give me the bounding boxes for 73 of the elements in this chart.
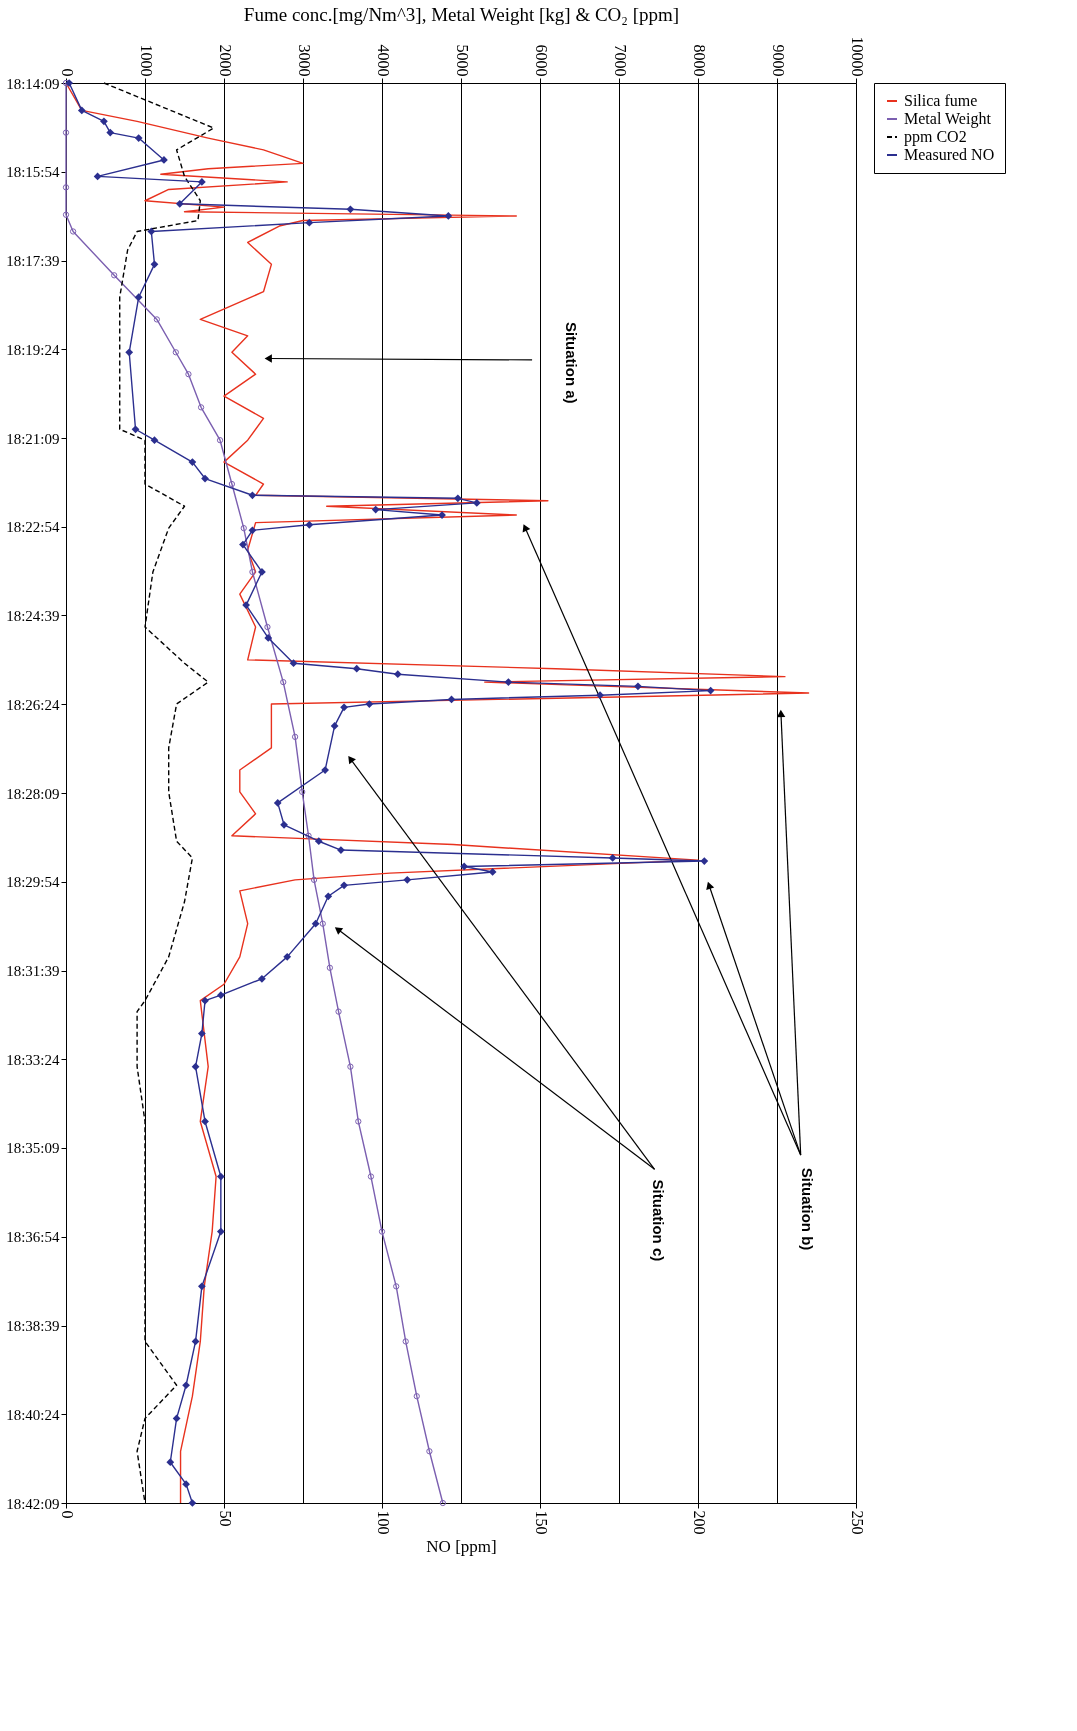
point	[69, 228, 77, 235]
point	[228, 480, 236, 488]
x2-tick-label: 0	[58, 68, 76, 77]
point	[305, 832, 312, 839]
x-tick-label: 150	[532, 1510, 550, 1535]
point	[172, 349, 179, 356]
point	[280, 678, 287, 686]
point	[111, 272, 118, 279]
legend-label: Silica fume	[904, 92, 978, 109]
point	[319, 920, 326, 927]
x2-tick-label: 7000	[611, 44, 629, 77]
point	[413, 1393, 420, 1400]
x-axis-title: NO [ppm]	[426, 1536, 497, 1556]
x-tick-label: 0	[58, 1510, 76, 1519]
point	[153, 316, 160, 323]
point	[240, 525, 247, 532]
y-tick-label: 18:31:39	[6, 963, 60, 980]
x2-tick-label: 10000	[848, 36, 866, 77]
point	[347, 1063, 354, 1070]
y-tick-label: 18:42:09	[6, 1495, 60, 1512]
point	[249, 568, 256, 576]
x-tick-label: 200	[690, 1510, 708, 1535]
annotation: Situation c)	[649, 1179, 667, 1262]
x-tick-label: 50	[216, 1510, 234, 1527]
x2-tick-label: 8000	[690, 44, 708, 77]
y-tick-label: 18:38:39	[6, 1318, 60, 1335]
y-tick-label: 18:28:09	[6, 785, 60, 802]
point	[291, 733, 299, 740]
point	[335, 1008, 342, 1015]
x2-tick-label: 9000	[769, 44, 787, 77]
point	[378, 1228, 386, 1235]
y-tick-label: 18:21:09	[6, 430, 60, 447]
y-tick-label: 18:24:39	[6, 607, 60, 624]
y-tick-label: 18:14:09	[6, 75, 60, 92]
y-tick-label: 18:26:24	[6, 696, 60, 713]
y-tick-label: 18:33:24	[6, 1051, 60, 1068]
y-tick-label: 18:35:09	[6, 1140, 60, 1157]
x-tick-label: 250	[848, 1510, 866, 1535]
point	[62, 129, 70, 136]
y-tick-label: 18:19:24	[6, 341, 60, 358]
point	[310, 876, 318, 884]
point	[426, 1448, 433, 1455]
point	[62, 184, 70, 191]
point	[62, 211, 70, 218]
y-tick-label: 18:17:39	[6, 253, 60, 270]
x2-tick-label: 1000	[137, 44, 155, 77]
legend-label: Measured NO	[904, 146, 995, 163]
x2-axis-title: Fume conc.[mg/Nm^3], Metal Weight [kg] & CO₂ [ppm]	[243, 3, 680, 25]
point	[185, 371, 192, 378]
annotation: Situation a)	[562, 321, 580, 404]
point	[367, 1173, 375, 1180]
point	[216, 437, 224, 444]
y-tick-label: 18:22:54	[6, 519, 60, 536]
point	[326, 964, 334, 971]
legend-label: ppm CO2	[904, 128, 967, 146]
y-tick-label: 18:29:54	[6, 874, 60, 891]
point	[402, 1338, 409, 1345]
y-tick-label: 18:40:24	[6, 1406, 60, 1423]
legend-label: Metal Weight	[904, 110, 992, 128]
point	[197, 404, 205, 411]
x-tick-label: 100	[374, 1510, 392, 1535]
x2-tick-label: 5000	[453, 44, 471, 77]
point	[299, 788, 306, 796]
point	[393, 1283, 400, 1290]
point	[355, 1118, 362, 1125]
x2-tick-label: 2000	[216, 44, 234, 77]
y-tick-label: 18:15:54	[6, 164, 60, 181]
x2-tick-label: 3000	[295, 44, 313, 77]
x2-tick-label: 6000	[532, 44, 550, 77]
y-tick-label: 18:36:54	[6, 1229, 60, 1246]
annotation: Situation b)	[799, 1167, 817, 1251]
x2-tick-label: 4000	[374, 44, 392, 77]
point	[264, 623, 271, 631]
